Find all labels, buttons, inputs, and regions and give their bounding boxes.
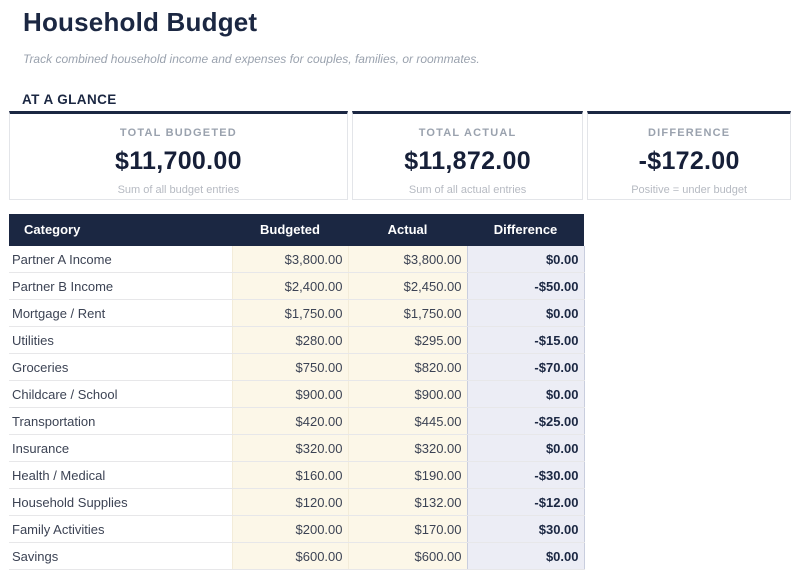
table-row: Savings $600.00 $600.00 $0.00 [9,542,585,571]
cell-category: Family Activities [9,515,232,544]
cell-difference: $0.00 [466,542,585,571]
stat-caption: Positive = under budget [631,183,748,196]
column-header-category: Category [9,213,232,246]
cell-budgeted: $420.00 [231,407,348,436]
cell-actual: $820.00 [347,353,467,382]
table-row: Health / Medical $160.00 $190.00 -$30.00 [9,461,585,490]
cell-actual: $600.00 [347,542,467,571]
cell-difference: $0.00 [466,299,585,328]
cell-actual: $320.00 [347,434,467,463]
column-header-actual: Actual [348,213,467,246]
cell-actual: $190.00 [347,461,467,490]
table-header-row: Category Budgeted Actual Difference [9,213,584,246]
cell-budgeted: $750.00 [231,353,348,382]
column-header-difference: Difference [467,213,584,246]
cell-difference: -$30.00 [466,461,585,490]
table-row: Childcare / School $900.00 $900.00 $0.00 [9,380,585,409]
summary-cards: TOTAL BUDGETED $11,700.00 Sum of all bud… [9,110,791,200]
cell-category: Household Supplies [9,488,232,517]
cell-category: Partner A Income [9,245,232,274]
stat-value: $11,872.00 [404,146,531,175]
table-row: Utilities $280.00 $295.00 -$15.00 [9,326,585,355]
cell-difference: -$15.00 [466,326,585,355]
cell-budgeted: $600.00 [231,542,348,571]
stat-label: DIFFERENCE [648,126,731,139]
cell-difference: -$25.00 [466,407,585,436]
table-row: Transportation $420.00 $445.00 -$25.00 [9,407,585,436]
page-title: Household Budget [23,7,258,37]
stat-label: TOTAL ACTUAL [418,126,517,139]
cell-difference: $30.00 [466,515,585,544]
cell-category: Childcare / School [9,380,232,409]
cell-budgeted: $200.00 [231,515,348,544]
cell-category: Transportation [9,407,232,436]
cell-actual: $1,750.00 [347,299,467,328]
cell-difference: $0.00 [466,434,585,463]
table-row: Family Activities $200.00 $170.00 $30.00 [9,515,585,544]
cell-budgeted: $280.00 [231,326,348,355]
cell-category: Insurance [9,434,232,463]
cell-budgeted: $1,750.00 [231,299,348,328]
table-row: Groceries $750.00 $820.00 -$70.00 [9,353,585,382]
cell-budgeted: $900.00 [231,380,348,409]
stat-caption: Sum of all budget entries [117,183,240,196]
stat-value: -$172.00 [638,146,740,175]
table-row: Insurance $320.00 $320.00 $0.00 [9,434,585,463]
budget-table: Category Budgeted Actual Difference Part… [9,213,585,571]
summary-card-total-budgeted: TOTAL BUDGETED $11,700.00 Sum of all bud… [9,110,348,200]
cell-difference: $0.00 [466,380,585,409]
cell-category: Partner B Income [9,272,232,301]
cell-category: Utilities [9,326,232,355]
cell-budgeted: $2,400.00 [231,272,348,301]
table-row: Partner B Income $2,400.00 $2,450.00 -$50.0… [9,272,585,301]
table-body: Partner A Income $3,800.00 $3,800.00 $0.00 P… [9,245,585,571]
cell-category: Savings [9,542,232,571]
cell-category: Mortgage / Rent [9,299,232,328]
cell-actual: $2,450.00 [347,272,467,301]
cell-actual: $132.00 [347,488,467,517]
stat-value: $11,700.00 [115,146,242,175]
table-row: Household Supplies $120.00 $132.00 -$12.00 [9,488,585,517]
table-row: Partner A Income $3,800.00 $3,800.00 $0.00 [9,245,585,274]
cell-difference: $0.00 [466,245,585,274]
cell-actual: $170.00 [347,515,467,544]
stat-label: TOTAL BUDGETED [119,126,237,139]
table-row: Mortgage / Rent $1,750.00 $1,750.00 $0.00 [9,299,585,328]
cell-difference: -$12.00 [466,488,585,517]
page-subtitle: Track combined household income and expe… [23,52,480,67]
cell-budgeted: $3,800.00 [231,245,348,274]
section-heading-at-a-glance: AT A GLANCE [22,91,117,107]
cell-budgeted: $320.00 [231,434,348,463]
summary-card-total-actual: TOTAL ACTUAL $11,872.00 Sum of all actua… [351,110,584,200]
stat-caption: Sum of all actual entries [408,183,527,196]
summary-card-difference: DIFFERENCE -$172.00 Positive = under bud… [587,110,791,200]
cell-difference: -$70.00 [466,353,585,382]
cell-actual: $900.00 [347,380,467,409]
cell-category: Health / Medical [9,461,232,490]
cell-actual: $3,800.00 [347,245,467,274]
cell-budgeted: $120.00 [231,488,348,517]
cell-difference: -$50.00 [466,272,585,301]
cell-actual: $445.00 [347,407,467,436]
page-container: Household Budget Track combined househol… [0,7,800,571]
cell-budgeted: $160.00 [231,461,348,490]
cell-category: Groceries [9,353,232,382]
column-header-budgeted: Budgeted [232,213,348,246]
cell-actual: $295.00 [347,326,467,355]
